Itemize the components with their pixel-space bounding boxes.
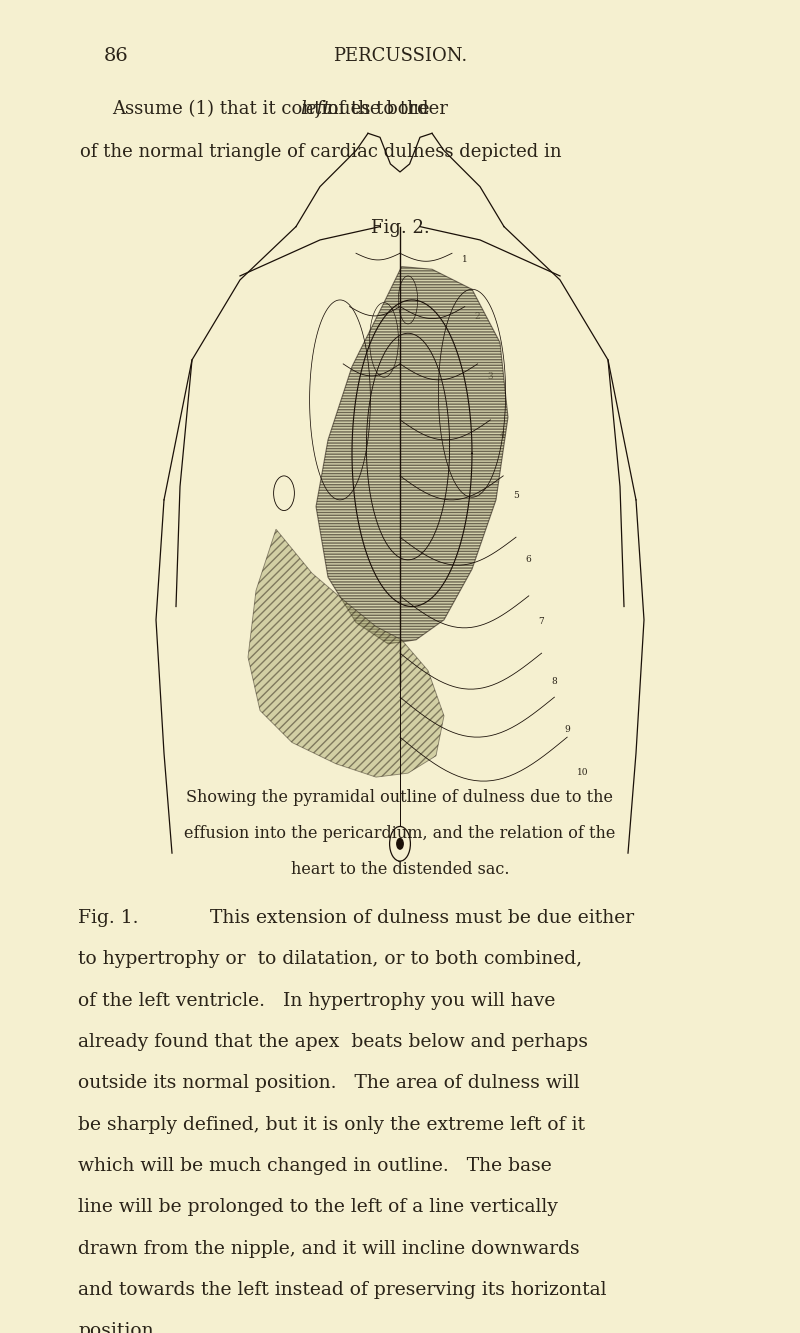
- Text: effusion into the pericardium, and the relation of the: effusion into the pericardium, and the r…: [184, 825, 616, 842]
- Text: position.: position.: [78, 1322, 160, 1333]
- Text: Fig. 1.: Fig. 1.: [78, 909, 139, 928]
- Text: PERCUSSION.: PERCUSSION.: [333, 47, 467, 65]
- Text: This extension of dulness must be due either: This extension of dulness must be due ei…: [210, 909, 634, 928]
- Text: 7: 7: [538, 617, 544, 627]
- Text: Assume (1) that it continues to the: Assume (1) that it continues to the: [112, 100, 435, 119]
- Text: 86: 86: [104, 47, 129, 65]
- Text: Showing the pyramidal outline of dulness due to the: Showing the pyramidal outline of dulness…: [186, 789, 614, 806]
- Text: 8: 8: [551, 677, 557, 686]
- Text: of the border: of the border: [322, 100, 447, 119]
- Text: 9: 9: [564, 725, 570, 733]
- Text: 5: 5: [513, 491, 518, 500]
- Text: of the normal triangle of cardiac dulness depicted in: of the normal triangle of cardiac dulnes…: [80, 143, 562, 161]
- Text: left: left: [301, 100, 331, 119]
- Text: outside its normal position.   The area of dulness will: outside its normal position. The area of…: [78, 1074, 580, 1093]
- Text: already found that the apex  beats below and perhaps: already found that the apex beats below …: [78, 1033, 588, 1052]
- Circle shape: [397, 838, 403, 849]
- Polygon shape: [248, 529, 444, 777]
- Polygon shape: [316, 267, 508, 644]
- Text: and towards the left instead of preserving its horizontal: and towards the left instead of preservi…: [78, 1281, 607, 1300]
- Text: to hypertrophy or  to dilatation, or to both combined,: to hypertrophy or to dilatation, or to b…: [78, 950, 582, 969]
- Text: Fig. 2.: Fig. 2.: [370, 219, 430, 237]
- Text: which will be much changed in outline.   The base: which will be much changed in outline. T…: [78, 1157, 552, 1176]
- Text: 2: 2: [474, 312, 480, 321]
- Text: line will be prolonged to the left of a line vertically: line will be prolonged to the left of a …: [78, 1198, 558, 1217]
- Text: 6: 6: [526, 555, 531, 564]
- Text: be sharply defined, but it is only the extreme left of it: be sharply defined, but it is only the e…: [78, 1116, 586, 1134]
- Text: heart to the distended sac.: heart to the distended sac.: [290, 861, 510, 878]
- Text: 3: 3: [487, 372, 493, 381]
- Text: 10: 10: [577, 768, 588, 777]
- Text: 4: 4: [500, 432, 506, 440]
- Text: drawn from the nipple, and it will incline downwards: drawn from the nipple, and it will incli…: [78, 1240, 580, 1258]
- Text: 1: 1: [462, 255, 467, 264]
- Text: of the left ventricle.   In hypertrophy you will have: of the left ventricle. In hypertrophy yo…: [78, 992, 556, 1010]
